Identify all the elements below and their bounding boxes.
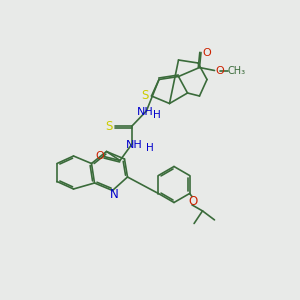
Text: CH₃: CH₃ bbox=[227, 66, 245, 76]
Text: O: O bbox=[188, 195, 197, 208]
Text: H: H bbox=[146, 142, 153, 153]
Text: O: O bbox=[202, 47, 211, 58]
Text: O: O bbox=[95, 151, 104, 161]
Text: S: S bbox=[141, 89, 148, 102]
Text: NH: NH bbox=[126, 140, 143, 150]
Text: H: H bbox=[153, 110, 161, 120]
Text: S: S bbox=[106, 119, 113, 133]
Text: N: N bbox=[110, 188, 118, 201]
Text: O: O bbox=[215, 65, 224, 76]
Text: NH: NH bbox=[136, 106, 153, 117]
